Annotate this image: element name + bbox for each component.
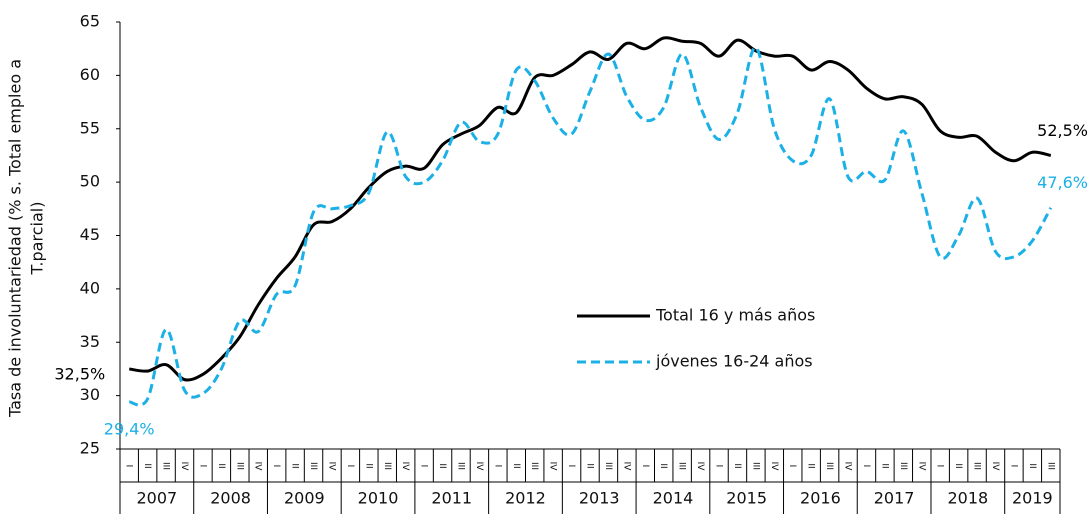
y-tick-label: 40 [80,278,100,297]
year-label: 2015 [726,489,767,508]
x-tick-label: I [271,465,281,468]
x-tick-label: III [161,462,171,470]
year-label: 2013 [579,489,620,508]
x-tick-label: II [363,463,373,468]
x-tick-label: I [197,465,207,468]
x-tick-label: I [935,465,945,468]
y-tick-label: 60 [80,65,100,84]
x-tick-label: II [879,463,889,468]
y-tick-label: 45 [80,225,100,244]
y-tick-label: 55 [80,118,100,137]
x-tick-label: III [234,462,244,470]
x-tick-label: II [437,463,447,468]
x-tick-label: I [566,465,576,468]
year-label: 2018 [947,489,988,508]
x-tick-label: I [124,465,134,468]
year-label: 2017 [874,489,915,508]
x-tick-label: IV [695,462,705,472]
year-label: 2011 [431,489,472,508]
x-tick-label: I [787,465,797,468]
x-tick-label: IV [621,462,631,472]
year-label: 2007 [137,489,178,508]
x-tick-label: III [1045,462,1055,470]
x-tick-label: I [345,465,355,468]
y-tick-label: 30 [80,385,100,404]
x-tick-label: I [1008,465,1018,468]
x-tick-label: II [1027,463,1037,468]
y-axis-label: T.parcial) [28,202,47,276]
year-label: 2012 [505,489,546,508]
x-tick-label: III [972,462,982,470]
x-tick-label: III [308,462,318,470]
year-label: 2019 [1012,489,1053,508]
x-tick-label: I [419,465,429,468]
x-tick-label: IV [769,462,779,472]
data-label: 47,6% [1037,173,1088,192]
legend-label: jóvenes 16-24 años [655,352,813,371]
x-tick-label: IV [843,462,853,472]
x-tick-label: II [658,463,668,468]
series-line [128,46,1053,407]
y-axis-label: Tasa de involuntariedad (% s. Total empl… [6,59,25,418]
x-tick-label: IV [548,462,558,472]
year-label: 2008 [210,489,251,508]
x-tick-label: IV [990,462,1000,472]
x-tick-label: IV [474,462,484,472]
x-tick-label: III [750,462,760,470]
x-tick-label: I [492,465,502,468]
x-tick-label: III [677,462,687,470]
x-tick-label: II [142,463,152,468]
y-tick-label: 35 [80,332,100,351]
x-tick-label: I [714,465,724,468]
x-tick-label: II [511,463,521,468]
y-tick-label: 65 [80,12,100,31]
year-label: 2009 [284,489,325,508]
data-label: 52,5% [1037,121,1088,140]
legend-label: Total 16 y más años [655,306,815,325]
x-tick-label: III [898,462,908,470]
data-label: 32,5% [54,364,105,383]
x-tick-label: IV [326,462,336,472]
year-label: 2010 [358,489,399,508]
x-tick-label: III [824,462,834,470]
x-tick-label: IV [253,462,263,472]
x-tick-label: III [382,462,392,470]
x-tick-label: IV [916,462,926,472]
series-line [128,36,1052,382]
x-tick-label: II [806,463,816,468]
x-tick-label: II [953,463,963,468]
x-tick-label: II [290,463,300,468]
x-tick-label: I [861,465,871,468]
year-label: 2016 [800,489,841,508]
x-tick-label: III [603,462,613,470]
y-tick-label: 50 [80,172,100,191]
x-tick-label: II [216,463,226,468]
x-tick-label: III [455,462,465,470]
x-tick-label: II [585,463,595,468]
x-tick-label: IV [400,462,410,472]
year-label: 2014 [653,489,694,508]
data-label: 29,4% [104,420,155,439]
x-tick-label: II [732,463,742,468]
x-tick-label: III [529,462,539,470]
x-tick-label: IV [179,462,189,472]
y-tick-label: 25 [80,439,100,458]
x-tick-label: I [640,465,650,468]
